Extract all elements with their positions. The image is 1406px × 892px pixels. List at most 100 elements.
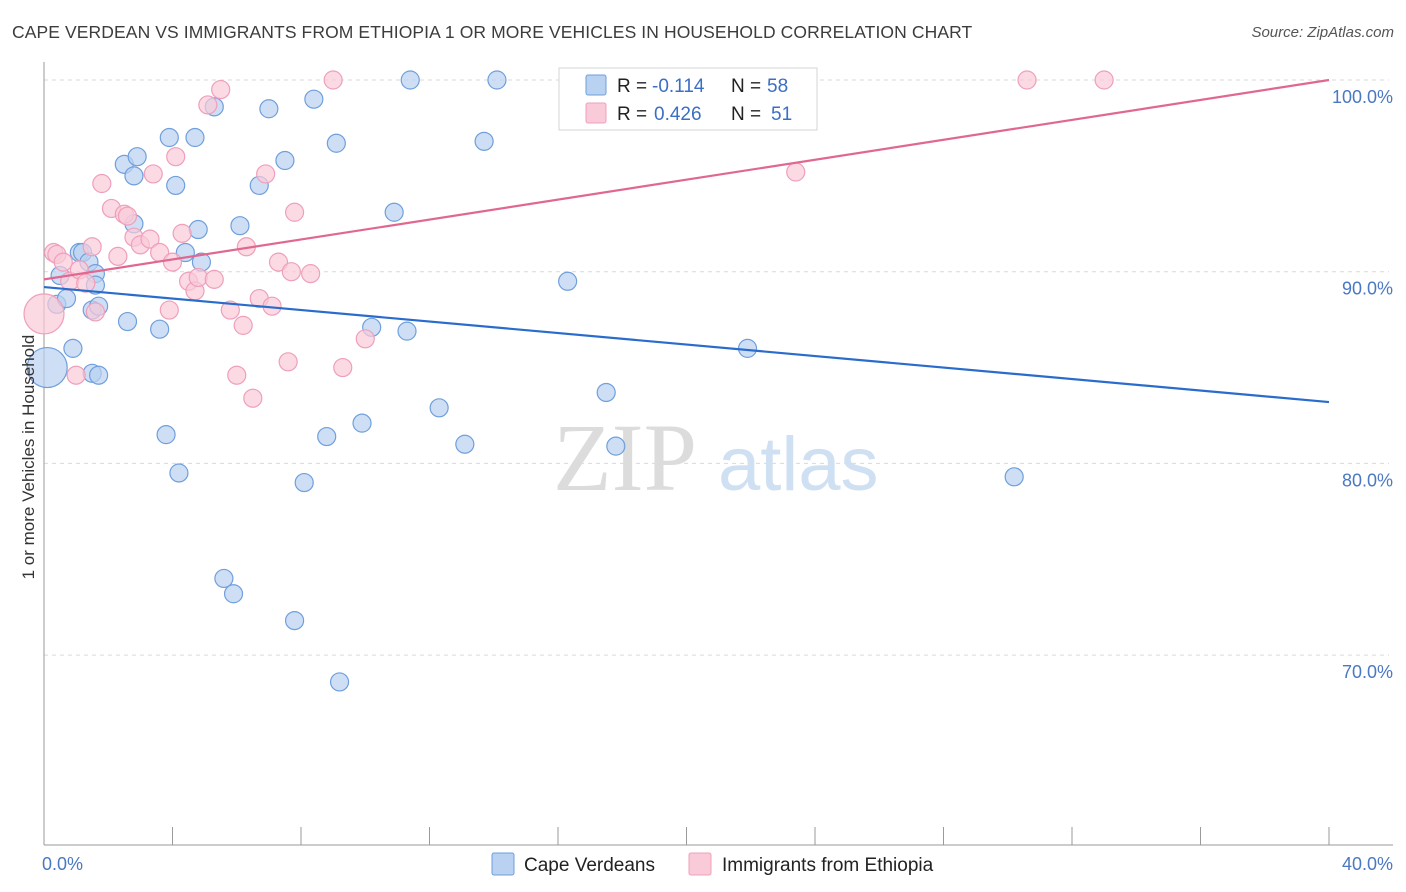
data-point-cape-verdeans bbox=[294, 472, 314, 493]
axes bbox=[43, 62, 1393, 846]
bottom-legend-label-cape-verdeans: Cape Verdeans bbox=[524, 855, 655, 876]
data-point-cape-verdeans bbox=[455, 434, 475, 454]
data-point-cape-verdeans bbox=[400, 70, 420, 90]
data-point-cape-verdeans bbox=[117, 311, 138, 332]
data-point-cape-verdeans bbox=[329, 672, 350, 692]
y-axis-label: 1 or more Vehicles in Household bbox=[19, 335, 38, 580]
data-point-ethiopia bbox=[1094, 70, 1114, 90]
legend-swatch-ethiopia bbox=[585, 102, 607, 124]
data-point-ethiopia bbox=[159, 300, 179, 320]
trend-lines bbox=[43, 78, 1330, 404]
data-point-ethiopia bbox=[211, 79, 231, 100]
data-point-cape-verdeans bbox=[124, 166, 144, 186]
data-point-ethiopia bbox=[284, 202, 305, 222]
data-point-ethiopia bbox=[204, 269, 224, 289]
data-point-ethiopia bbox=[117, 206, 138, 226]
data-point-cape-verdeans bbox=[304, 89, 324, 109]
bottom-legend-swatch-cape-verdeans bbox=[491, 852, 515, 876]
data-point-cape-verdeans bbox=[487, 70, 507, 90]
x-tick-label-min: 0.0% bbox=[42, 854, 83, 874]
data-point-ethiopia bbox=[53, 252, 73, 272]
legend-n-label-0: N = bbox=[731, 76, 761, 97]
data-point-cape-verdeans bbox=[188, 219, 208, 240]
x-tick-label-max: 40.0% bbox=[1342, 854, 1393, 874]
data-point-cape-verdeans bbox=[1004, 467, 1024, 487]
data-point-cape-verdeans bbox=[259, 99, 279, 119]
data-point-ethiopia bbox=[278, 352, 298, 372]
data-point-ethiopia bbox=[172, 223, 192, 243]
data-point-ethiopia bbox=[76, 273, 96, 293]
bottom-legend-swatch-ethiopia bbox=[688, 852, 712, 876]
source-label: Source: ZipAtlas.com bbox=[1251, 24, 1394, 41]
data-point-ethiopia bbox=[227, 365, 247, 385]
data-point-ethiopia bbox=[188, 267, 208, 288]
data-point-ethiopia bbox=[355, 329, 375, 349]
data-point-ethiopia bbox=[333, 357, 353, 378]
data-point-cape-verdeans bbox=[150, 319, 170, 339]
data-point-ethiopia bbox=[108, 246, 128, 266]
data-point-ethiopia bbox=[233, 315, 253, 335]
legend-r-label-0: R = bbox=[617, 76, 647, 97]
data-point-cape-verdeans bbox=[317, 426, 337, 447]
trend-line-ethiopia bbox=[43, 78, 1330, 281]
data-point-ethiopia bbox=[220, 300, 240, 320]
data-point-ethiopia bbox=[162, 252, 183, 272]
chart-title: CAPE VERDEAN VS IMMIGRANTS FROM ETHIOPIA… bbox=[12, 22, 973, 42]
y-tick-label-90: 90.0% bbox=[1342, 279, 1393, 299]
data-point-cape-verdeans bbox=[606, 436, 626, 456]
data-point-ethiopia bbox=[85, 302, 106, 322]
data-point-ethiopia bbox=[786, 162, 806, 182]
data-point-cape-verdeans bbox=[26, 346, 68, 389]
data-point-cape-verdeans bbox=[159, 127, 179, 148]
data-point-ethiopia bbox=[23, 293, 65, 335]
data-point-cape-verdeans bbox=[384, 202, 404, 222]
data-point-ethiopia bbox=[256, 164, 276, 184]
data-point-cape-verdeans bbox=[214, 568, 234, 589]
legend-bottom: Cape Verdeans Immigrants from Ethiopia bbox=[491, 852, 934, 876]
data-point-ethiopia bbox=[166, 147, 186, 167]
data-point-cape-verdeans bbox=[352, 413, 372, 433]
watermark-zip: ZIP bbox=[553, 404, 697, 511]
data-point-cape-verdeans bbox=[89, 365, 109, 385]
data-point-cape-verdeans bbox=[169, 463, 189, 483]
data-point-cape-verdeans bbox=[166, 175, 186, 196]
data-point-ethiopia bbox=[140, 229, 160, 249]
data-point-ethiopia bbox=[301, 264, 321, 284]
y-tick-labels: 100.0% 90.0% 80.0% 70.0% bbox=[1332, 87, 1393, 682]
bottom-legend-label-ethiopia: Immigrants from Ethiopia bbox=[722, 855, 934, 876]
legend-n-value-1: 51 bbox=[771, 104, 792, 125]
legend-n-label-1: N = bbox=[731, 104, 761, 125]
data-point-ethiopia bbox=[198, 95, 218, 115]
data-point-cape-verdeans bbox=[284, 610, 305, 631]
data-point-cape-verdeans bbox=[230, 216, 250, 236]
data-point-cape-verdeans bbox=[156, 425, 176, 445]
data-point-ethiopia bbox=[143, 164, 163, 184]
legend-top: R = -0.114 N = 58 R = 0.426 N = 51 bbox=[558, 67, 818, 131]
data-point-ethiopia bbox=[281, 262, 301, 282]
data-point-ethiopia bbox=[323, 70, 343, 90]
data-point-ethiopia bbox=[268, 252, 289, 272]
legend-n-value-0: 58 bbox=[767, 76, 788, 97]
data-point-cape-verdeans bbox=[275, 150, 295, 171]
data-points bbox=[23, 70, 1114, 692]
legend-swatch-cape-verdeans bbox=[585, 74, 607, 96]
watermark-atlas: atlas bbox=[718, 422, 879, 507]
trend-line-cape-verdeans bbox=[43, 285, 1330, 404]
gridlines bbox=[44, 79, 1389, 656]
data-point-cape-verdeans bbox=[429, 398, 449, 418]
data-point-cape-verdeans bbox=[127, 147, 147, 167]
data-point-cape-verdeans bbox=[63, 338, 83, 358]
data-point-ethiopia bbox=[92, 173, 112, 194]
data-point-cape-verdeans bbox=[474, 131, 494, 151]
data-point-cape-verdeans bbox=[223, 584, 244, 604]
data-point-cape-verdeans bbox=[397, 321, 417, 341]
y-tick-label-80: 80.0% bbox=[1342, 470, 1393, 490]
data-point-cape-verdeans bbox=[185, 127, 205, 148]
legend-r-label-1: R = bbox=[617, 104, 647, 125]
data-point-cape-verdeans bbox=[558, 271, 578, 291]
data-point-ethiopia bbox=[1017, 70, 1037, 90]
legend-r-value-1: 0.426 bbox=[654, 104, 702, 125]
data-point-ethiopia bbox=[82, 237, 102, 257]
data-point-cape-verdeans bbox=[596, 382, 616, 403]
